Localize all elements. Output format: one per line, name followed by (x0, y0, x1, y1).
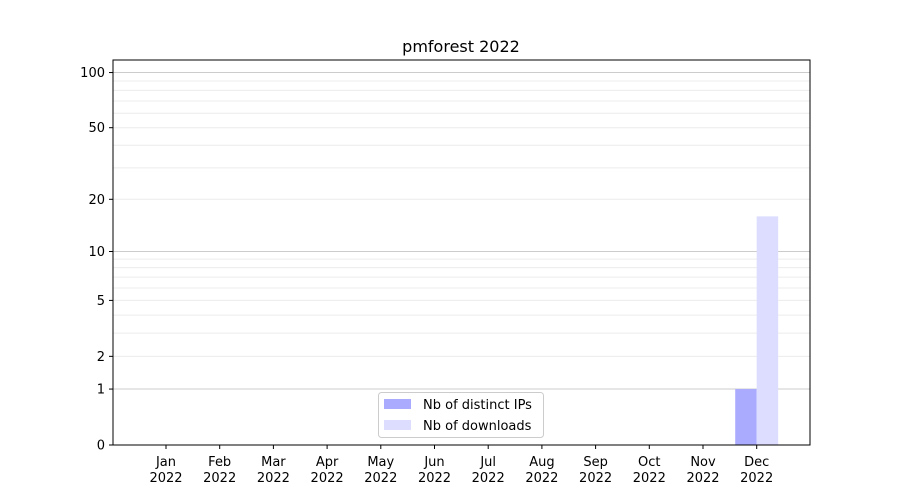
y-tick-label: 5 (97, 294, 105, 309)
x-tick-label: 2022 (686, 471, 719, 486)
x-tick-label: Nov (690, 455, 716, 470)
y-tick-label: 0 (97, 439, 105, 454)
chart-title: pmforest 2022 (402, 37, 520, 56)
x-tick-label: Jun (423, 455, 444, 470)
y-tick-label: 20 (88, 193, 105, 208)
x-tick-label: Mar (261, 455, 286, 470)
bar-downloads (756, 216, 779, 445)
legend-label: Nb of downloads (423, 419, 532, 434)
x-tick-label: 2022 (311, 471, 344, 486)
y-tick-label: 2 (97, 350, 105, 365)
x-tick-label: 2022 (525, 471, 558, 486)
legend-box (378, 392, 544, 438)
x-tick-label: Jul (479, 455, 496, 470)
x-tick-label: Sep (583, 455, 608, 470)
x-tick-label: 2022 (257, 471, 290, 486)
legend-label: Nb of distinct IPs (423, 398, 532, 413)
x-tick-label: 2022 (364, 471, 397, 486)
x-tick-label: 2022 (418, 471, 451, 486)
x-tick-label: 2022 (149, 471, 182, 486)
x-tick-label: Apr (316, 455, 339, 470)
y-tick-label: 1 (97, 383, 105, 398)
x-tick-label: Oct (638, 455, 660, 470)
x-tick-label: Aug (529, 455, 554, 470)
x-tick-label: Feb (208, 455, 231, 470)
legend-swatch (384, 399, 411, 409)
legend: Nb of distinct IPs Nb of downloads (378, 392, 544, 438)
x-tick-label: Dec (744, 455, 769, 470)
legend-swatch (384, 420, 411, 430)
x-tick-label: 2022 (579, 471, 612, 486)
y-tick-label: 50 (88, 121, 105, 136)
x-tick-label: 2022 (633, 471, 666, 486)
x-tick-label: Jan (155, 455, 176, 470)
y-tick-label: 100 (80, 66, 105, 81)
plot-frame (112, 59, 811, 446)
bar-distinct-ips (735, 389, 757, 445)
x-tick-label: 2022 (472, 471, 505, 486)
y-tick-label: 10 (88, 245, 105, 260)
x-tick-label: May (367, 455, 394, 470)
x-tick-label: 2022 (740, 471, 773, 486)
x-tick-label: 2022 (203, 471, 236, 486)
